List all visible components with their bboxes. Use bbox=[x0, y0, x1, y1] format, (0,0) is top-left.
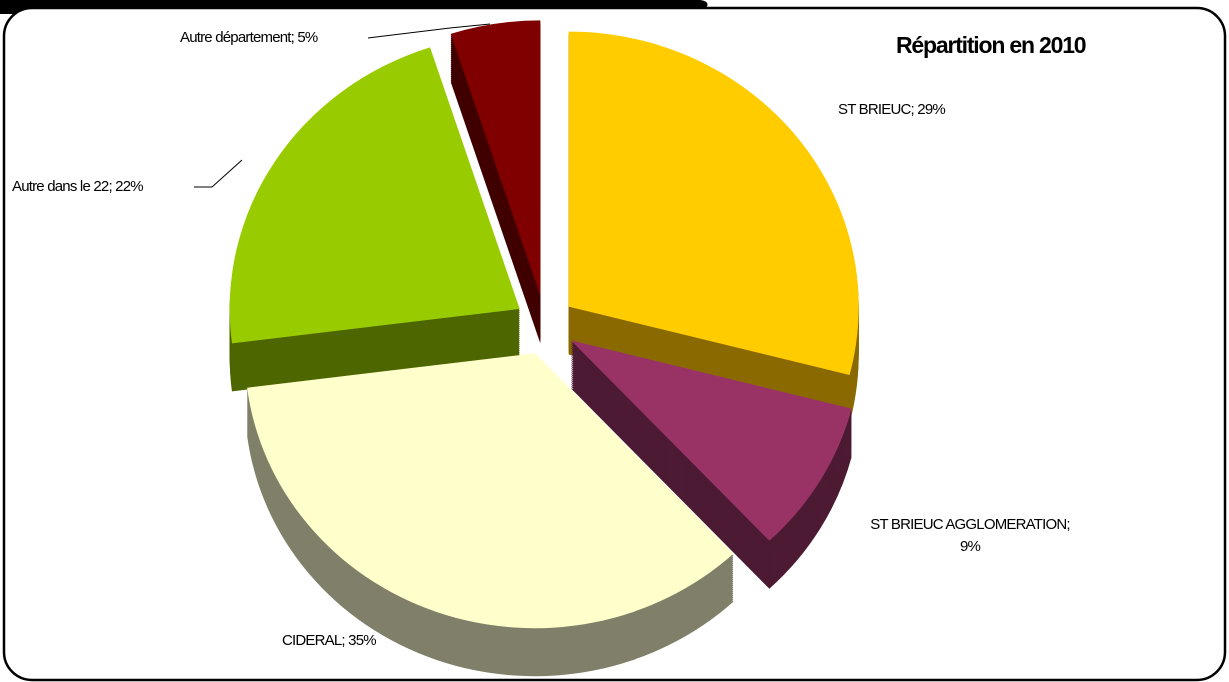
data-label: CIDERAL; 35% bbox=[282, 632, 377, 649]
data-label: Autre département; 5% bbox=[180, 29, 318, 46]
slice bbox=[568, 31, 859, 376]
leader-line bbox=[194, 159, 243, 188]
slice bbox=[570, 340, 852, 541]
slice bbox=[450, 20, 541, 296]
slice bbox=[229, 47, 520, 344]
slice bbox=[247, 353, 734, 629]
tops bbox=[229, 20, 859, 629]
data-label: ST BRIEUC AGGLOMERATION; 9% bbox=[870, 516, 1070, 555]
data-label: ST BRIEUC; 29% bbox=[838, 101, 946, 118]
data-label: Autre dans le 22; 22% bbox=[12, 178, 144, 195]
chart-title: Répartition en 2010 bbox=[896, 32, 1087, 58]
leader-line bbox=[367, 23, 491, 39]
